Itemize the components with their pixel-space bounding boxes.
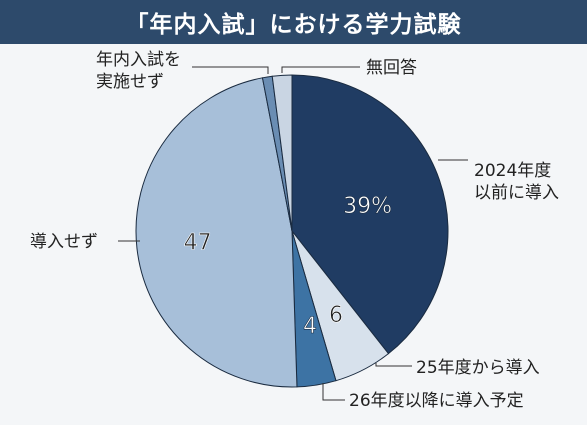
leader-line-5 [281, 66, 360, 73]
pie-slice-0 [291, 74, 449, 355]
slice-category-label-0-line-0: 2024年度 [474, 161, 551, 181]
slice-value-label-0: 39% [343, 194, 392, 219]
slice-value-label-3: 47 [184, 231, 212, 256]
slice-category-label-3-line-0: 導入せず [30, 232, 98, 252]
leader-line-4 [192, 66, 269, 74]
title-bar: 「年内入試」における学力試験 [0, 0, 587, 44]
slice-category-label-5-line-0: 無回答 [366, 58, 417, 78]
leader-line-2 [322, 383, 345, 401]
slice-category-label-2-line-0: 26年度以降に導入予定 [349, 391, 524, 411]
slice-value-label-1: 6 [329, 303, 343, 328]
pie-slice-3 [135, 77, 298, 388]
slice-value-label-2: 4 [303, 314, 317, 339]
slice-category-label-0-line-1: 以前に導入 [474, 183, 559, 203]
slice-category-label-1-line-0: 25年度から導入 [416, 358, 540, 378]
chart-title: 「年内入試」における学力試験 [125, 12, 462, 38]
pie-slice-5 [271, 74, 293, 232]
slice-category-label-4-line-1: 実施せず [96, 72, 164, 92]
slice-category-label-4-line-0: 年内入試を [96, 50, 181, 70]
leader-line-1 [375, 363, 412, 367]
